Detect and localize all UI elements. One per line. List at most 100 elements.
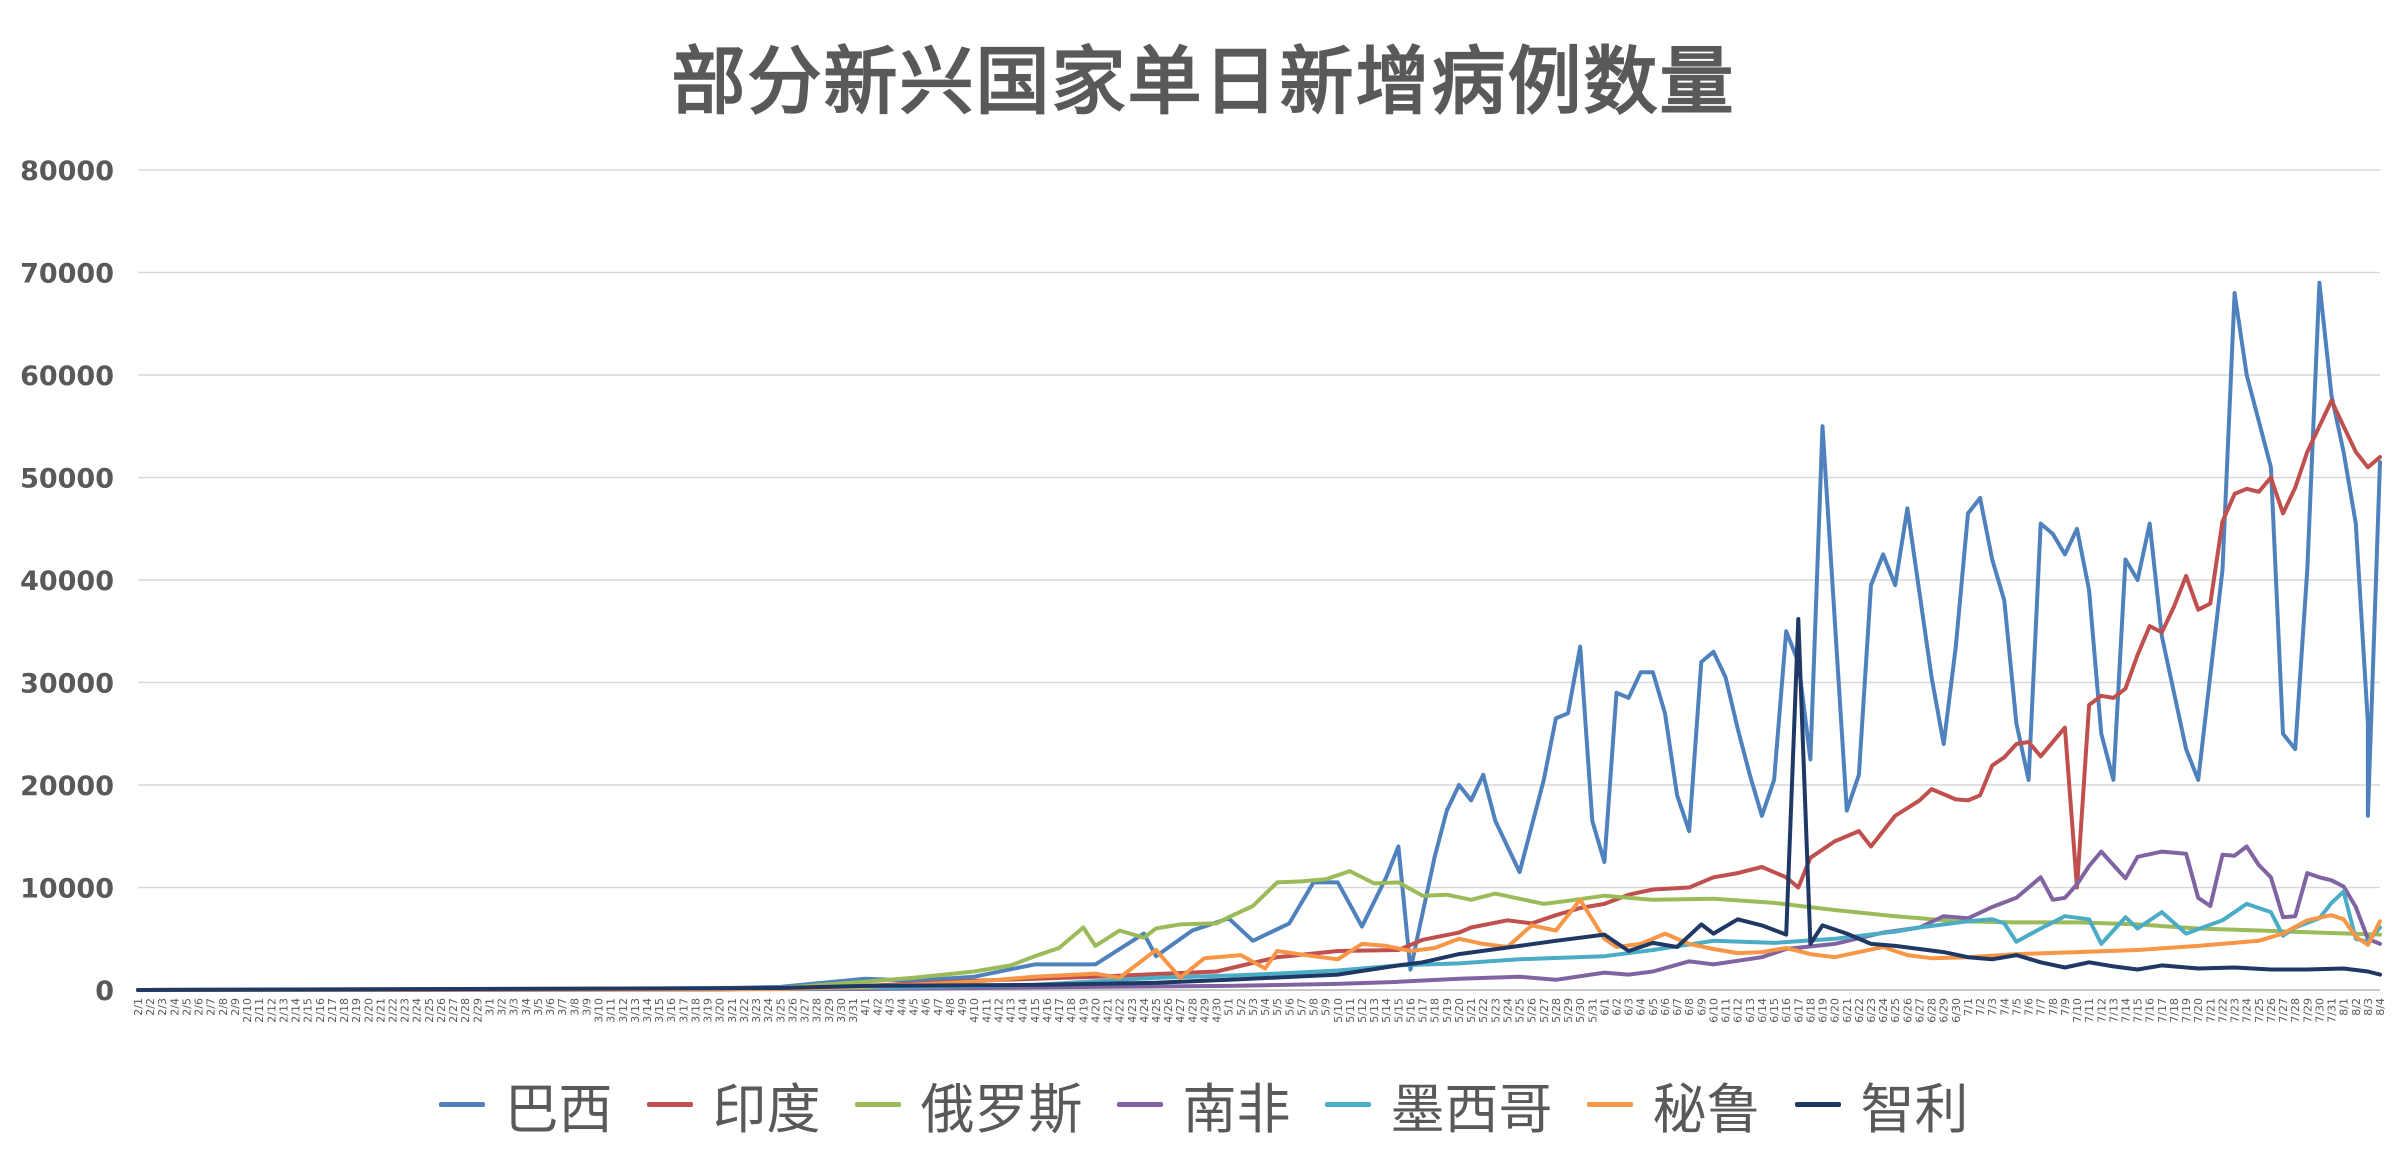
x-tick-label: 5/12	[1356, 998, 1369, 1023]
legend-label: 印度	[712, 1078, 821, 1141]
legend-swatch	[1586, 1102, 1633, 1107]
x-tick-label: 5/11	[1344, 998, 1357, 1023]
x-tick-label: 7/16	[2144, 998, 2157, 1023]
x-tick-label: 3/26	[786, 998, 799, 1023]
x-tick-label: 2/29	[471, 998, 484, 1023]
legend-swatch	[646, 1102, 693, 1107]
x-tick-label: 5/19	[1441, 998, 1454, 1023]
x-tick-label: 7/13	[2107, 998, 2120, 1023]
x-tick-label: 6/11	[1720, 998, 1733, 1023]
x-tick-label: 7/31	[2326, 998, 2339, 1023]
x-tick-label: 6/20	[1829, 998, 1842, 1023]
x-tick-label: 4/2	[871, 998, 884, 1016]
x-tick-label: 2/21	[374, 998, 387, 1023]
x-tick-label: 6/5	[1647, 998, 1660, 1016]
chart-title: 部分新兴国家单日新增病例数量	[671, 39, 1736, 125]
x-tick-label: 8/4	[2374, 998, 2387, 1016]
x-tick-label: 4/18	[1065, 998, 1078, 1023]
x-tick-label: 4/9	[956, 998, 969, 1016]
x-tick-label: 2/12	[265, 998, 278, 1023]
x-tick-label: 5/23	[1489, 998, 1502, 1023]
x-tick-label: 7/14	[2120, 998, 2133, 1023]
legend-label: 俄罗斯	[920, 1078, 1083, 1141]
x-tick-label: 4/3	[883, 998, 896, 1016]
x-tick-label: 3/23	[750, 998, 763, 1023]
x-tick-label: 7/30	[2313, 998, 2326, 1023]
x-tick-label: 8/1	[2338, 998, 2351, 1016]
x-tick-label: 2/3	[156, 998, 169, 1016]
x-tick-label: 5/10	[1332, 998, 1345, 1023]
x-tick-label: 3/15	[653, 998, 666, 1023]
x-tick-label: 7/29	[2301, 998, 2314, 1023]
x-tick-label: 2/28	[459, 998, 472, 1023]
legend-swatch	[1116, 1102, 1163, 1107]
legend-swatch	[438, 1102, 485, 1107]
x-tick-label: 7/9	[2059, 998, 2072, 1016]
x-tick-label: 4/25	[1150, 998, 1163, 1023]
x-tick-label: 7/26	[2265, 998, 2278, 1023]
x-tick-label: 5/22	[1477, 998, 1490, 1023]
x-tick-label: 6/19	[1817, 998, 1830, 1023]
legend-item: 巴西	[438, 1065, 613, 1144]
x-tick-label: 4/29	[1198, 998, 1211, 1023]
x-tick-label: 5/3	[1247, 998, 1260, 1016]
x-tick-label: 2/26	[435, 998, 448, 1023]
x-tick-label: 5/30	[1574, 998, 1587, 1023]
x-tick-label: 6/9	[1695, 998, 1708, 1016]
x-tick-label: 6/10	[1707, 998, 1720, 1023]
x-tick-label: 6/7	[1671, 998, 1684, 1016]
x-tick-label: 7/27	[2277, 998, 2290, 1023]
x-tick-label: 3/19	[702, 998, 715, 1023]
x-tick-label: 5/17	[1417, 998, 1430, 1023]
x-tick-label: 5/8	[1308, 998, 1321, 1016]
x-tick-label: 2/19	[350, 998, 363, 1023]
x-tick-label: 2/8	[217, 998, 230, 1016]
x-tick-label: 7/28	[2289, 998, 2302, 1023]
x-tick-label: 3/7	[556, 998, 569, 1016]
x-tick-label: 7/17	[2156, 998, 2169, 1023]
x-tick-label: 7/20	[2192, 998, 2205, 1023]
x-tick-label: 5/25	[1514, 998, 1527, 1023]
series-lines	[136, 280, 2382, 992]
series-line-智利	[136, 617, 2382, 992]
x-tick-label: 3/16	[665, 998, 678, 1023]
x-tick-label: 7/11	[2083, 998, 2096, 1023]
x-tick-label: 7/19	[2180, 998, 2193, 1023]
x-tick-label: 7/1	[1962, 998, 1975, 1016]
x-tick-label: 3/18	[689, 998, 702, 1023]
x-tick-label: 5/13	[1368, 998, 1381, 1023]
x-tick-label: 6/28	[1926, 998, 1939, 1023]
x-tick-label: 4/8	[944, 998, 957, 1016]
x-tick-label: 2/22	[386, 998, 399, 1023]
x-tick-label: 5/15	[1392, 998, 1405, 1023]
series-line-印度	[136, 398, 2382, 992]
x-tick-label: 5/29	[1562, 998, 1575, 1023]
x-tick-label: 8/2	[2350, 998, 2363, 1016]
y-axis-tick-labels: 0 10000 20000 30000 40000 50000 60000 70000 8000…	[20, 156, 114, 1007]
x-tick-label: 5/21	[1465, 998, 1478, 1023]
x-tick-label: 7/6	[2023, 998, 2036, 1016]
x-tick-label: 6/14	[1756, 998, 1769, 1023]
x-tick-label: 2/1	[132, 998, 145, 1016]
x-tick-label: 5/18	[1429, 998, 1442, 1023]
x-tick-label: 7/5	[2010, 998, 2023, 1016]
x-tick-label: 3/25	[774, 998, 787, 1023]
x-tick-label: 7/22	[2216, 998, 2229, 1023]
x-tick-label: 6/18	[1804, 998, 1817, 1023]
x-tick-label: 5/26	[1526, 998, 1539, 1023]
x-tick-label: 6/21	[1841, 998, 1854, 1023]
legend-item: 南非	[1116, 1065, 1291, 1144]
x-tick-label: 2/10	[241, 998, 254, 1023]
legend-swatch	[854, 1102, 901, 1107]
x-tick-label: 2/18	[338, 998, 351, 1023]
x-tick-label: 3/24	[762, 998, 775, 1023]
x-tick-label: 3/29	[823, 998, 836, 1023]
x-tick-label: 2/27	[447, 998, 460, 1023]
x-tick-label: 4/16	[1041, 998, 1054, 1023]
x-tick-label: 7/23	[2229, 998, 2242, 1023]
y-tick-label: 60000	[20, 361, 114, 392]
x-tick-label: 7/3	[1986, 998, 1999, 1016]
x-tick-label: 3/12	[617, 998, 630, 1023]
x-tick-label: 3/2	[496, 998, 509, 1016]
